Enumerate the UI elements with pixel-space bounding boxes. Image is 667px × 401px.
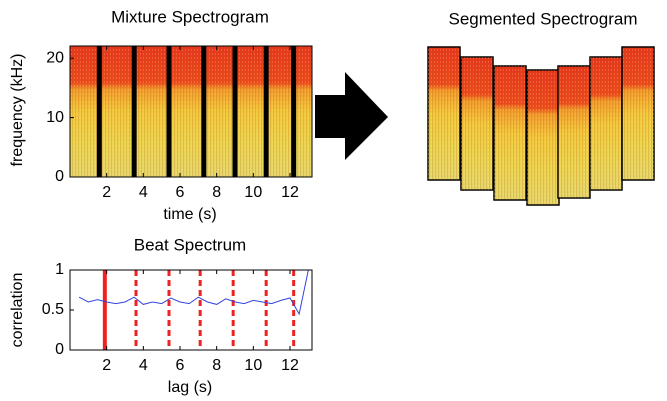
chart-title: Segmented Spectrogram (449, 9, 638, 28)
y-tick-label: 1 (55, 261, 64, 278)
x-tick-label: 4 (139, 184, 148, 201)
segment-boundary (201, 46, 207, 177)
y-axis-label: frequency (kHz) (9, 54, 26, 167)
segment-texture (461, 57, 493, 190)
x-tick-label: 8 (212, 184, 221, 201)
x-tick-label: 6 (176, 184, 185, 201)
x-tick-label: 12 (281, 184, 299, 201)
segment-texture (558, 66, 590, 198)
x-tick-label: 4 (139, 357, 148, 374)
x-tick-label: 6 (176, 357, 185, 374)
segment-boundary (232, 46, 238, 177)
y-axis-label: correlation (9, 273, 26, 348)
y-tick-label: 0 (55, 168, 64, 185)
x-tick-label: 10 (244, 184, 262, 201)
segment-boundary (166, 46, 172, 177)
x-tick-label: 2 (102, 184, 111, 201)
y-tick-label: 0 (55, 341, 64, 358)
x-tick-label: 8 (212, 357, 221, 374)
x-axis-label: lag (s) (168, 379, 212, 396)
segment-texture (428, 47, 460, 180)
chart-title: Mixture Spectrogram (111, 7, 269, 26)
beat-spectrum-line (78, 269, 309, 316)
chart-title: Beat Spectrum (134, 235, 246, 254)
x-tick-label: 2 (102, 357, 111, 374)
x-tick-label: 12 (281, 357, 299, 374)
segment-texture (590, 57, 622, 190)
segment-texture (494, 66, 526, 200)
segment-boundary (96, 46, 102, 177)
segment-texture (622, 47, 654, 180)
y-tick-label: 10 (46, 109, 64, 126)
x-tick-label: 10 (244, 357, 262, 374)
segment-boundary (263, 46, 269, 177)
segment-texture (527, 70, 559, 205)
x-axis-label: time (s) (163, 206, 216, 223)
plot-frame (69, 45, 313, 178)
spectrogram-texture (70, 46, 312, 177)
segment-boundary (291, 46, 297, 177)
segment-boundary (131, 46, 137, 177)
y-tick-label: 0.5 (42, 301, 64, 318)
arrow (315, 72, 388, 160)
y-tick-label: 20 (46, 49, 64, 66)
